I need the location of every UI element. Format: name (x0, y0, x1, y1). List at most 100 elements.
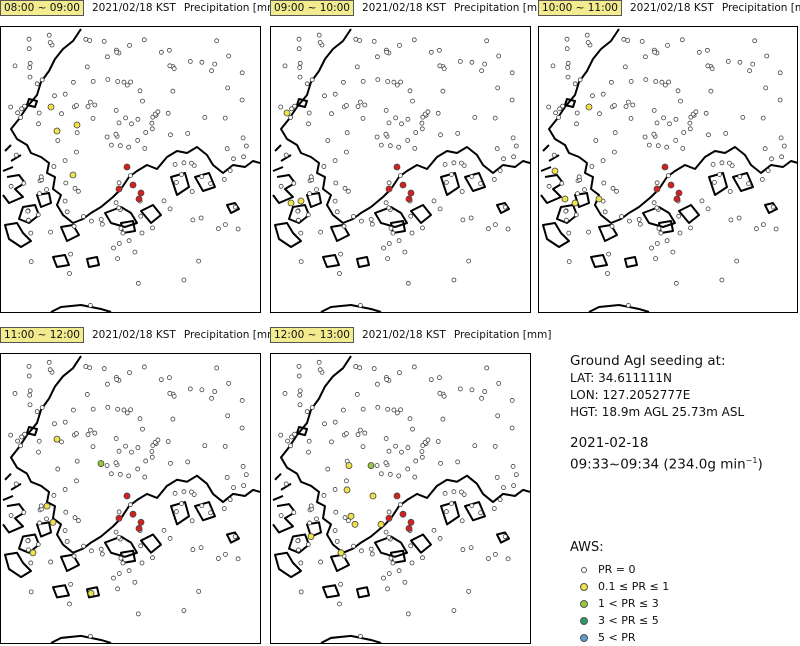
aws-station-marker (173, 509, 179, 515)
aws-station-marker (496, 53, 502, 59)
aws-station-marker (278, 432, 284, 438)
aws-station-marker (388, 555, 394, 561)
aws-station-marker (759, 176, 765, 182)
aws-station-marker (472, 115, 478, 120)
aws-station-marker (87, 38, 93, 43)
aws-station-marker (135, 611, 141, 617)
aws-station-marker (101, 366, 107, 372)
aws-station-marker (305, 212, 311, 218)
aws-station-marker (513, 472, 519, 478)
aws-station-marker (105, 54, 110, 60)
aws-station-marker (123, 163, 131, 171)
aws-station-marker (437, 390, 443, 396)
aws-station-marker (161, 527, 167, 533)
aws-station-marker (108, 471, 114, 477)
aws-station-marker (643, 54, 648, 60)
aws-station-marker (485, 226, 491, 232)
legend-item: PR = 0 (570, 561, 669, 578)
aws-station-marker (322, 421, 327, 427)
aws-station-marker (132, 579, 138, 585)
aws-station-marker (393, 115, 398, 121)
aws-station-marker (123, 115, 128, 121)
aws-station-marker (428, 49, 434, 55)
aws-station-marker (318, 229, 323, 235)
aws-station-marker (71, 223, 77, 229)
seeding-info: Ground AgI seeding at: LAT: 34.611111N L… (570, 353, 763, 474)
aws-station-marker (15, 110, 21, 116)
panel-header: 10:00 ~ 11:00 2021/02/18 KST Precipitati… (538, 0, 800, 16)
aws-station-marker (129, 181, 137, 189)
aws-station-marker (468, 215, 474, 221)
seeding-time-sup: −1 (745, 456, 758, 465)
aws-station-marker (64, 209, 70, 215)
aws-station-marker (149, 449, 155, 454)
aws-station-marker (653, 256, 658, 262)
aws-station-marker (113, 529, 119, 535)
aws-station-marker (458, 160, 464, 166)
aws-station-marker (680, 146, 686, 151)
aws-station-marker (166, 375, 172, 381)
aws-station-marker (399, 121, 404, 127)
aws-station-marker (449, 501, 454, 507)
aws-station-marker (81, 214, 86, 219)
aws-station-marker (502, 534, 508, 540)
aws-station-marker (383, 131, 389, 137)
aws-station-marker (297, 65, 303, 70)
aws-station-marker (736, 215, 742, 221)
aws-station-marker (383, 436, 389, 442)
aws-station-marker (509, 425, 515, 431)
aws-station-marker (289, 106, 295, 112)
aws-station-marker (673, 116, 679, 122)
aws-station-marker (394, 410, 400, 416)
aws-station-marker (681, 130, 687, 135)
panel-date: 2021/02/18 KST (92, 329, 176, 341)
aws-station-marker (649, 245, 654, 251)
aws-station-marker (13, 481, 19, 487)
aws-stations (278, 359, 519, 639)
aws-station-marker (369, 492, 377, 500)
aws-station-marker (137, 518, 145, 526)
aws-station-marker (298, 259, 304, 265)
aws-station-marker (114, 49, 120, 55)
aws-station-marker (181, 608, 187, 613)
aws-station-marker (466, 258, 472, 264)
aws-station-marker (308, 174, 314, 180)
aws-station-marker (609, 79, 614, 85)
legend-label: 1 < PR ≤ 3 (598, 597, 659, 610)
aws-station-marker (584, 32, 590, 38)
aws-station-marker (337, 549, 345, 557)
aws-station-marker (496, 380, 502, 386)
aws-station-marker (149, 454, 155, 460)
panel-date: 2021/02/18 KST (362, 329, 446, 341)
aws-station-marker (139, 560, 145, 566)
aws-station-marker (34, 409, 40, 415)
aws-station-marker (64, 538, 70, 544)
aws-station-marker (399, 181, 407, 189)
aws-station-marker (497, 168, 503, 174)
aws-station-marker (171, 393, 177, 399)
aws-station-marker (127, 370, 132, 376)
aws-station-marker (127, 42, 132, 48)
aws-station-marker (435, 439, 441, 444)
aws-station-marker (763, 85, 769, 91)
aws-station-marker (209, 68, 215, 74)
aws-station-marker (659, 79, 665, 85)
aws-station-marker (27, 65, 33, 70)
aws-station-marker (582, 187, 587, 193)
aws-station-marker (385, 514, 393, 522)
aws-station-marker (88, 633, 93, 639)
aws-station-marker (332, 158, 338, 164)
aws-stations (278, 32, 519, 308)
aws-station-marker (215, 556, 221, 561)
aws-station-marker (553, 110, 559, 116)
aws-station-marker (199, 59, 205, 65)
aws-station-marker (375, 381, 380, 387)
aws-station-marker (25, 217, 31, 223)
aws-station-marker (420, 225, 425, 231)
aws-station-marker (449, 172, 454, 177)
legend-swatch (580, 582, 588, 591)
time-range-badge: 12:00 ~ 13:00 (270, 327, 354, 343)
aws-station-marker (306, 438, 312, 444)
aws-station-marker (8, 183, 14, 189)
aws-station-marker (295, 208, 301, 214)
